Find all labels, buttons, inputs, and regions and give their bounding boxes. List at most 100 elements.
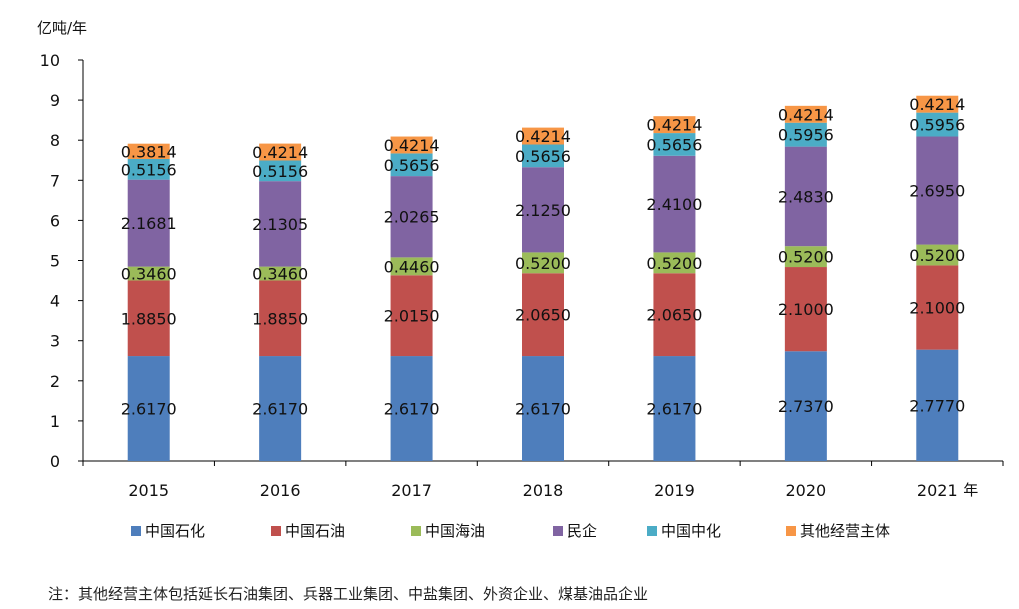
data-label: 2.4100 [646, 195, 702, 214]
legend-swatch [647, 526, 657, 536]
data-label: 0.3460 [252, 265, 308, 284]
data-label: 2.7370 [778, 397, 834, 416]
y-tick-label: 9 [50, 91, 60, 110]
data-label: 2.0650 [646, 306, 702, 325]
bar-segment [784, 122, 827, 147]
y-axis-unit-label: 亿吨/年 [37, 19, 87, 37]
data-label: 0.4214 [252, 143, 308, 162]
legend-swatch [553, 526, 563, 536]
bar-segment [653, 356, 696, 461]
x-tick-label: 2015 [128, 481, 169, 500]
bar-segment [522, 127, 564, 145]
x-tick-label: 2020 [785, 481, 826, 500]
data-label: 0.5956 [778, 126, 834, 145]
y-tick-label: 7 [50, 171, 60, 190]
bar-segment [390, 153, 433, 177]
bar-segment [653, 133, 696, 156]
bar-segment [522, 167, 564, 253]
data-label: 2.0150 [384, 307, 440, 326]
bar-segment [127, 266, 170, 281]
bar-segment [259, 266, 302, 281]
legend-label: 中国石化 [145, 522, 205, 540]
bar-segment [259, 181, 302, 267]
data-label: 2.1305 [252, 215, 308, 234]
data-label: 0.4214 [384, 136, 440, 155]
data-label: 2.0650 [515, 306, 571, 325]
bar-segment [784, 351, 827, 461]
data-label: 2.6170 [515, 400, 571, 419]
bar-segment [259, 160, 302, 182]
legend-label: 民企 [567, 522, 597, 540]
data-label: 2.0265 [384, 208, 440, 227]
data-label: 2.6170 [646, 400, 702, 419]
y-tick-label: 8 [50, 131, 60, 150]
data-label: 0.4214 [778, 105, 834, 124]
bar-segment [916, 136, 959, 245]
y-tick-label: 5 [50, 252, 60, 271]
data-label: 0.5200 [909, 246, 965, 265]
y-tick-label: 10 [40, 51, 60, 70]
y-tick-label: 2 [50, 372, 60, 391]
legend-swatch [786, 526, 796, 536]
bar-segment [784, 105, 827, 123]
bar-segment [390, 356, 433, 461]
data-label: 1.8850 [121, 309, 177, 328]
data-label: 2.1681 [121, 214, 177, 233]
bar-segment [916, 95, 959, 113]
bar-segment [522, 356, 564, 461]
data-label: 0.5956 [909, 116, 965, 135]
bar-segment [784, 246, 827, 268]
x-axis-unit-label: 年 [963, 481, 978, 499]
bar-segment [390, 275, 433, 357]
data-label: 0.3814 [121, 142, 177, 161]
data-label: 0.4460 [384, 257, 440, 276]
bar-segment [259, 280, 302, 357]
bar-segment [916, 349, 959, 461]
x-tick-label: 2016 [260, 481, 301, 500]
data-label: 0.5200 [778, 248, 834, 267]
bar-segment [653, 252, 696, 274]
y-tick-label: 0 [50, 452, 60, 471]
y-tick-label: 1 [50, 412, 60, 431]
x-tick-label: 2019 [654, 481, 695, 500]
data-label: 2.7770 [909, 396, 965, 415]
y-tick-label: 4 [50, 292, 60, 311]
legend-label: 中国石油 [285, 522, 345, 540]
bar-segment [522, 144, 564, 168]
data-label: 0.5656 [384, 156, 440, 175]
legend-label: 中国中化 [661, 522, 721, 540]
bar-segment [784, 146, 827, 247]
data-label: 2.6170 [121, 400, 177, 419]
bar-segment [916, 112, 959, 137]
bar-segment [127, 143, 170, 159]
data-label: 0.4214 [515, 127, 571, 146]
legend-swatch [131, 526, 141, 536]
data-label: 0.5656 [646, 135, 702, 154]
bar-segment [127, 280, 170, 357]
data-label: 0.3460 [121, 265, 177, 284]
data-label: 2.6170 [384, 400, 440, 419]
data-label: 0.5156 [252, 162, 308, 181]
bar-segment [127, 158, 170, 180]
bar-segment [522, 252, 564, 274]
bar-segment [784, 267, 827, 352]
plot-area: 亿吨/年 0 1 2 3 4 5 6 7 8 9 10 2.6170 1.8850 0.3460 2.1681… [37, 19, 1004, 540]
bar-segment [390, 257, 433, 276]
data-label: 0.4214 [909, 95, 965, 114]
data-label: 2.1000 [778, 300, 834, 319]
data-label: 2.6950 [909, 182, 965, 201]
data-label: 0.5156 [121, 160, 177, 179]
x-tick-label: 2021 [917, 481, 958, 500]
bar-segment [653, 116, 696, 134]
bar-segment [390, 136, 433, 154]
legend-swatch [271, 526, 281, 536]
bar-segment [127, 356, 170, 461]
x-tick-label: 2018 [523, 481, 564, 500]
data-label: 2.1250 [515, 201, 571, 220]
bar-segment [522, 273, 564, 357]
bar-segment [390, 176, 433, 258]
bar-segment [259, 356, 302, 461]
legend-label: 其他经营主体 [800, 522, 890, 540]
data-label: 0.4214 [646, 116, 702, 135]
bar-segment [127, 179, 170, 267]
